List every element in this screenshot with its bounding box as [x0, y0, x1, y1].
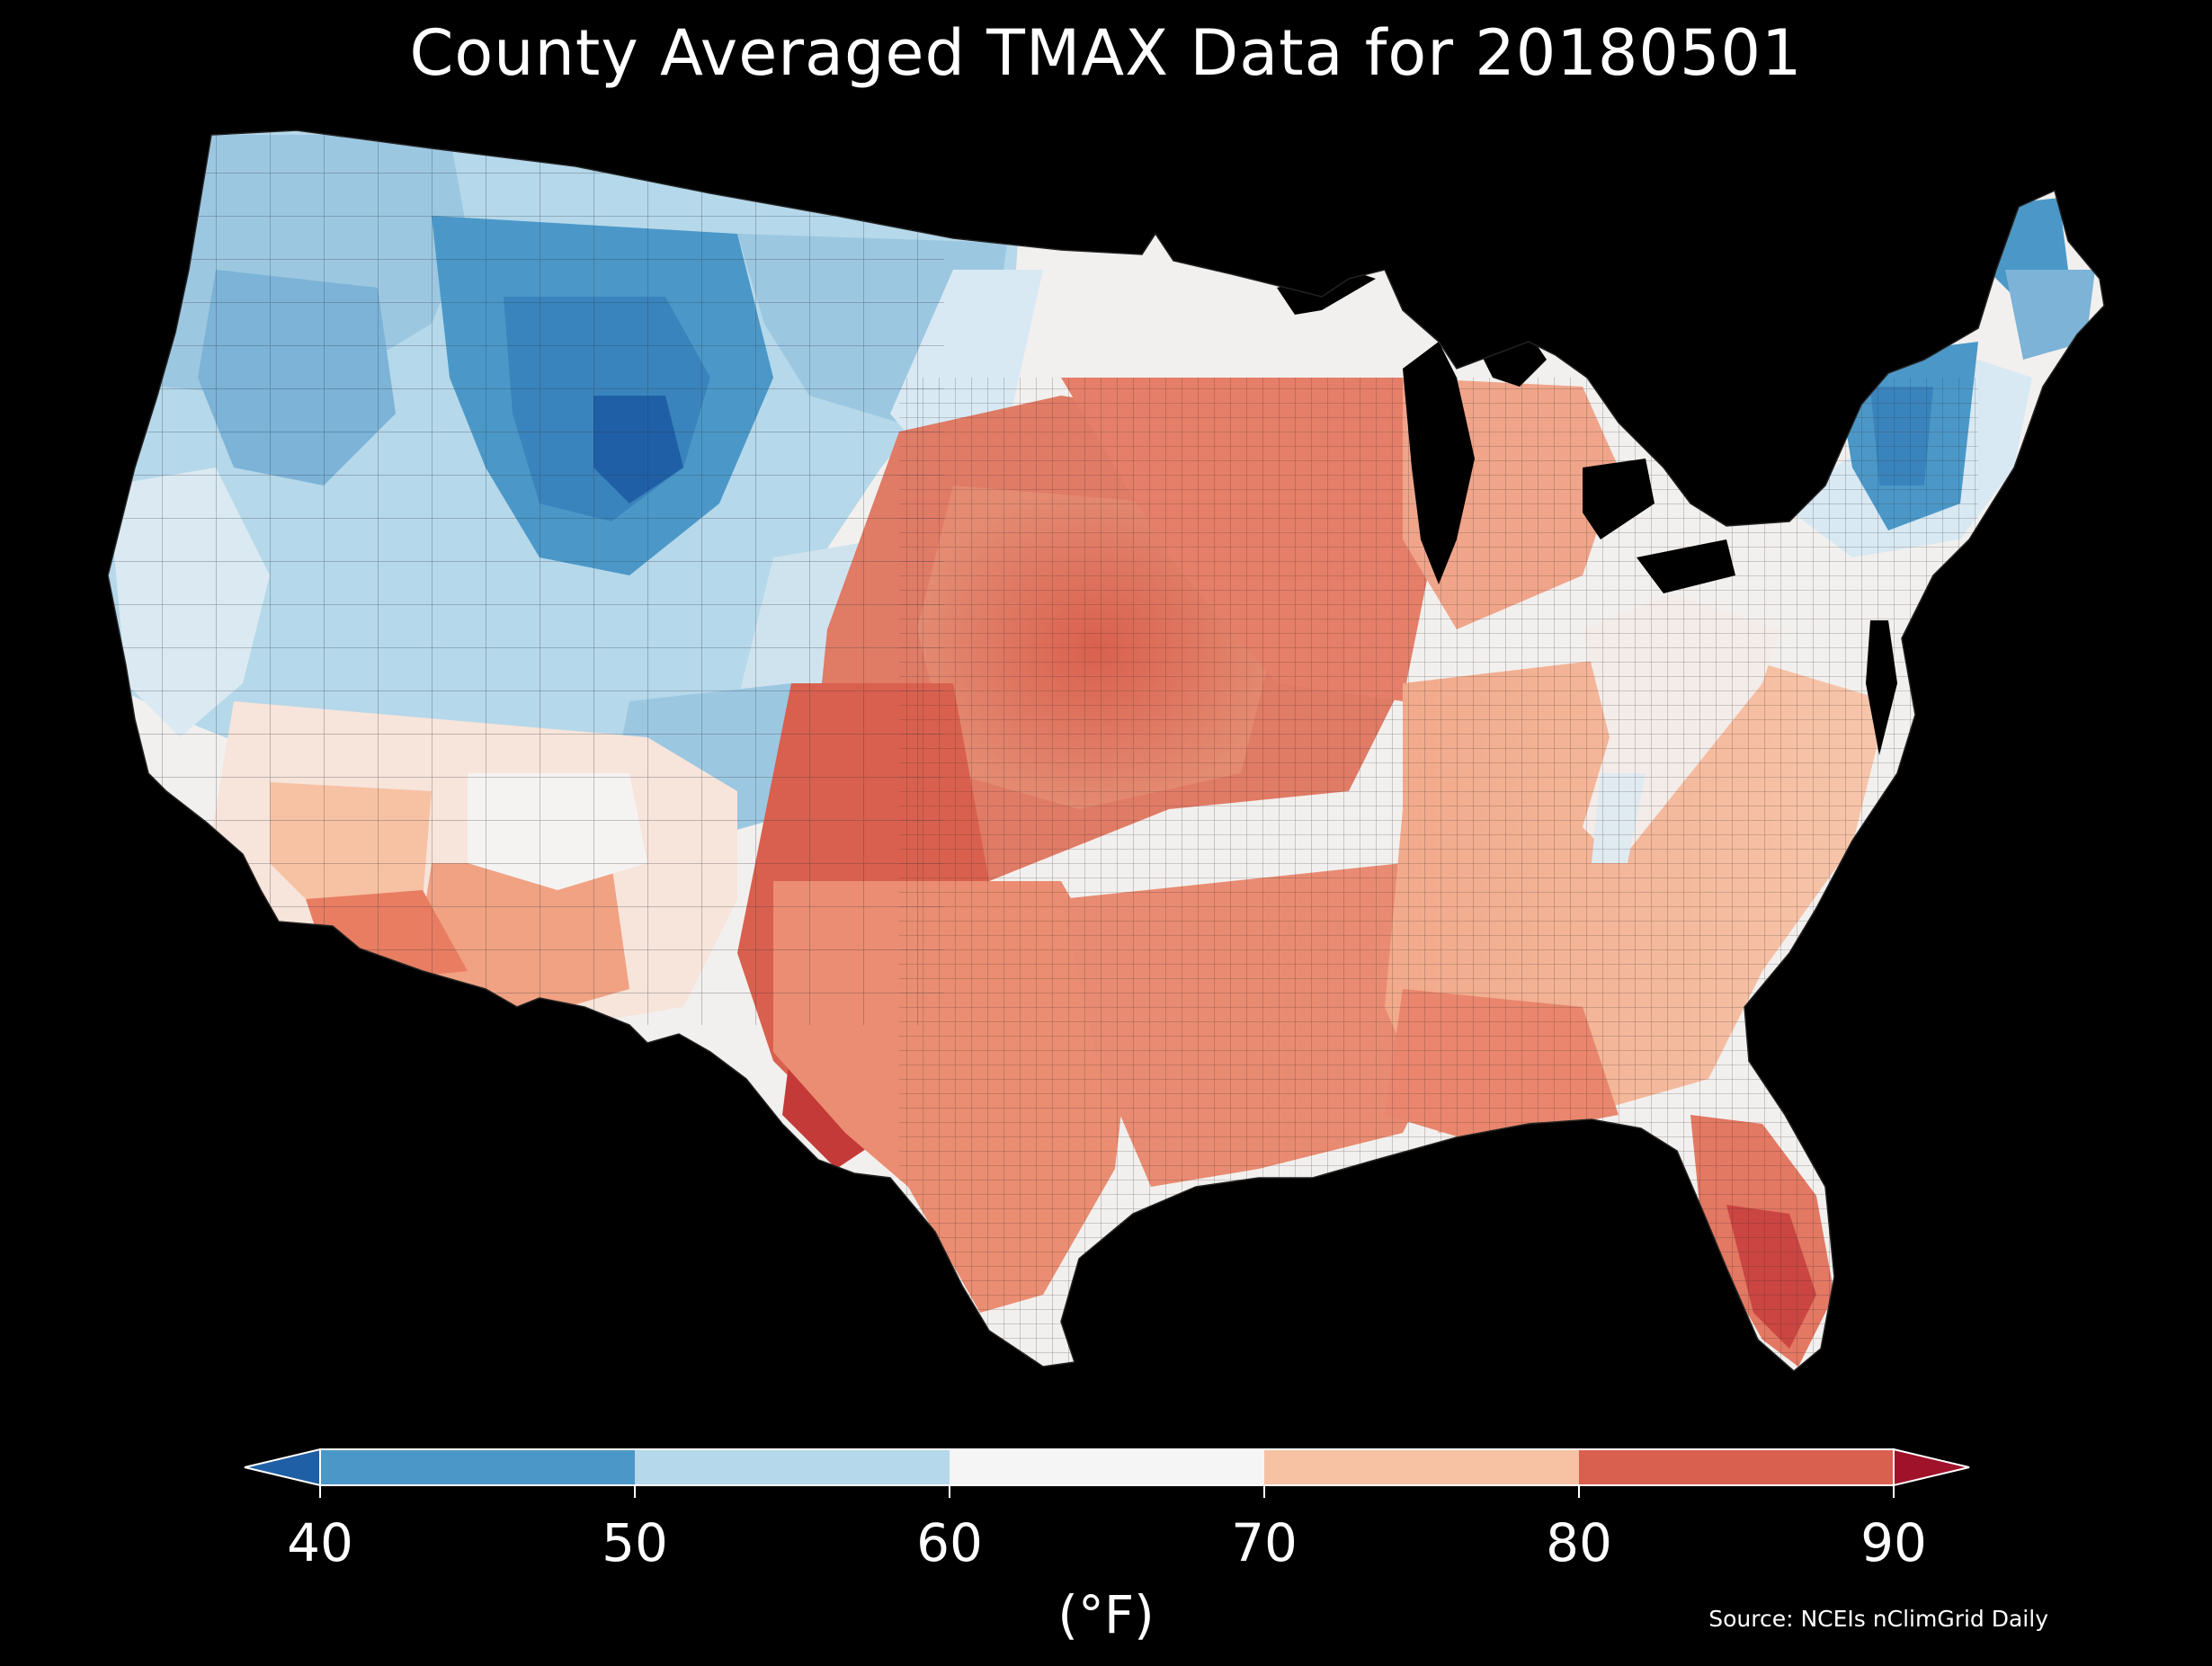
colorbar-tick-label: 60	[916, 1512, 983, 1573]
colorbar-bin-80-90	[1579, 1449, 1894, 1485]
source-note: Source: NCEIs nClimGrid Daily	[1708, 1606, 2048, 1632]
colorbar-tick-label: 70	[1231, 1512, 1298, 1573]
map-title: County Averaged TMAX Data for 20180501	[409, 16, 1803, 90]
colorbar-tick-label: 80	[1546, 1512, 1612, 1573]
colorbar-tick-label: 50	[602, 1512, 668, 1573]
colorbar-tick-label: 40	[287, 1512, 353, 1573]
colorbar-bin-50-60	[635, 1449, 950, 1485]
colorbar-bin-60-70	[950, 1449, 1264, 1485]
colorbar	[244, 1448, 1970, 1498]
colorbar-extend-low	[244, 1448, 321, 1487]
colorbar-bin-40-50	[320, 1449, 635, 1485]
colorbar-extend-high	[1893, 1448, 1970, 1487]
colorbar-bin-70-80	[1264, 1449, 1579, 1485]
colorbar-unit-label: (°F)	[1057, 1584, 1155, 1645]
colorbar-tick-label: 90	[1860, 1512, 1927, 1573]
